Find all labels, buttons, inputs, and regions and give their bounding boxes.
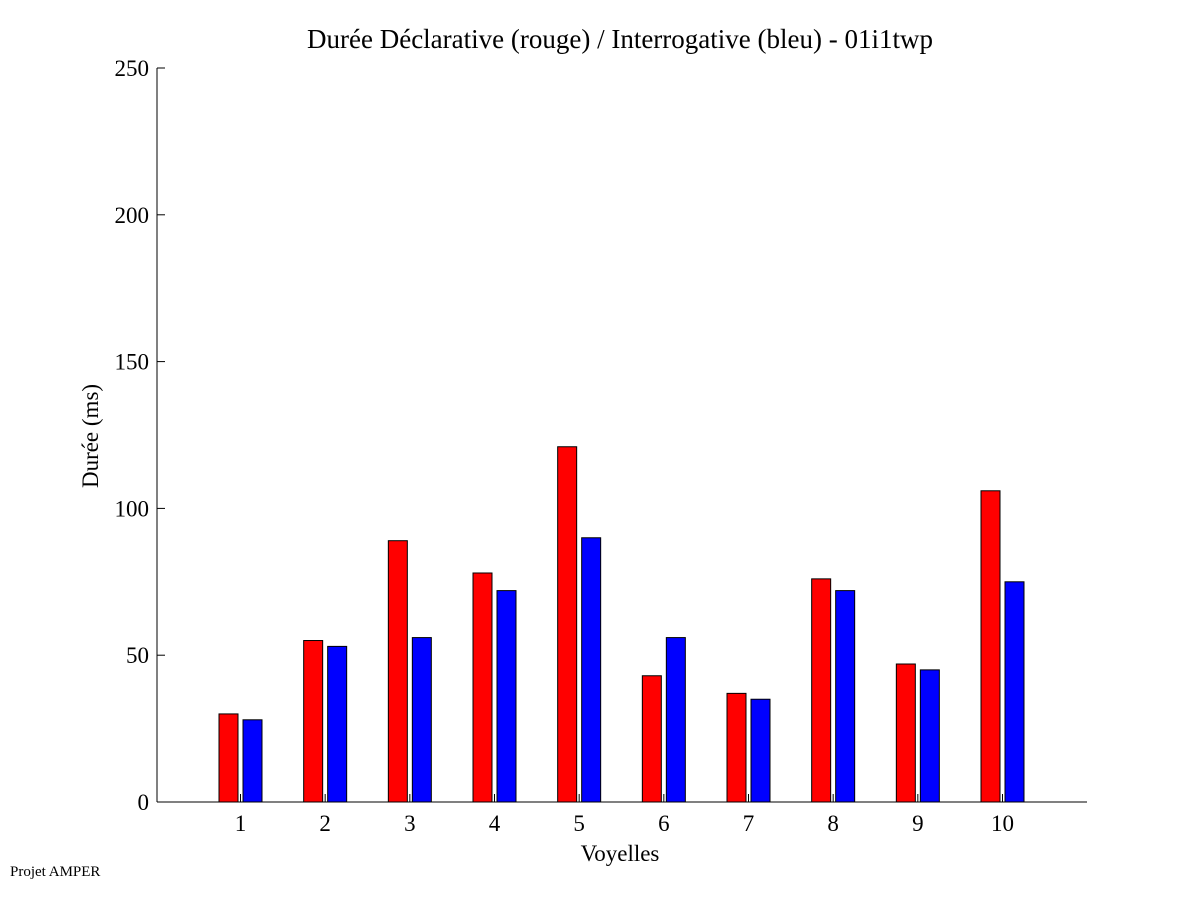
bar-interrogative bbox=[919, 669, 940, 803]
x-tick-label: 9 bbox=[912, 811, 924, 836]
bar-interrogative bbox=[750, 698, 771, 803]
bar-interrogative bbox=[835, 590, 856, 803]
bar-interrogative bbox=[327, 645, 348, 803]
footer-note: Projet AMPER bbox=[10, 864, 101, 880]
y-tick-label: 200 bbox=[115, 203, 150, 228]
x-tick-label: 2 bbox=[319, 811, 331, 836]
bar-interrogative bbox=[1004, 581, 1025, 803]
bar-declarative bbox=[218, 713, 239, 803]
bar-declarative bbox=[387, 540, 408, 803]
x-tick-label: 10 bbox=[991, 811, 1014, 836]
bar-declarative bbox=[303, 640, 324, 803]
chart-title: Durée Déclarative (rouge) / Interrogativ… bbox=[307, 24, 933, 54]
bar-declarative bbox=[726, 692, 747, 803]
bar-declarative bbox=[641, 675, 662, 803]
y-tick-label: 150 bbox=[115, 350, 150, 375]
x-tick-label: 3 bbox=[404, 811, 416, 836]
bar-declarative bbox=[557, 446, 578, 803]
plot-area: 0 50 100 150 200 250 1 2 3 4 5 6 7 8 9 10 bbox=[115, 56, 1087, 836]
bar-interrogative bbox=[665, 637, 686, 803]
y-tick-label: 0 bbox=[138, 790, 150, 815]
x-tick-label: 7 bbox=[743, 811, 755, 836]
x-tick-label: 4 bbox=[489, 811, 501, 836]
bar-interrogative bbox=[411, 637, 432, 803]
x-tick-label: 6 bbox=[658, 811, 670, 836]
bar-declarative bbox=[811, 578, 832, 803]
bar-declarative bbox=[980, 490, 1001, 803]
y-tick-label: 50 bbox=[126, 643, 149, 668]
y-axis-label: Durée (ms) bbox=[78, 384, 103, 488]
bar-declarative bbox=[895, 663, 916, 803]
bar-declarative bbox=[472, 572, 493, 803]
bar-interrogative bbox=[242, 719, 263, 803]
y-tick-label: 100 bbox=[115, 496, 150, 521]
x-axis-label: Voyelles bbox=[581, 841, 660, 866]
y-tick-label: 250 bbox=[115, 56, 150, 81]
bar-interrogative bbox=[496, 590, 517, 803]
bar-interrogative bbox=[581, 537, 602, 803]
x-tick-label: 8 bbox=[827, 811, 839, 836]
x-tick-label: 5 bbox=[573, 811, 585, 836]
x-tick-label: 1 bbox=[235, 811, 247, 836]
